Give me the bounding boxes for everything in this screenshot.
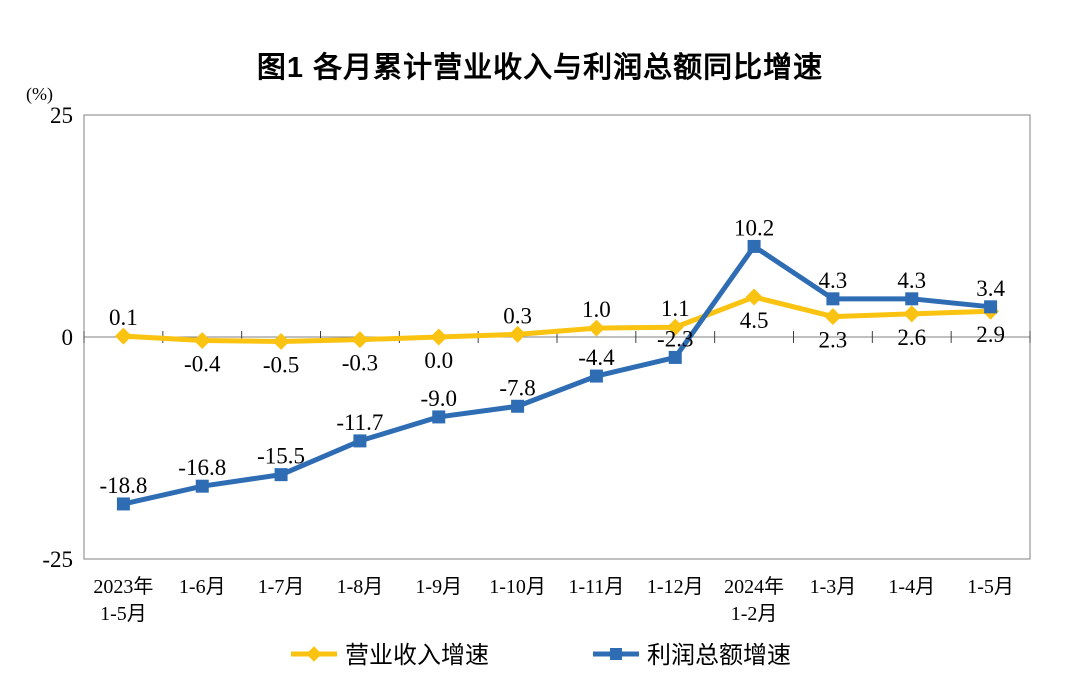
data-label: -0.3 — [342, 351, 378, 376]
x-axis-label: 1-4月 — [888, 576, 935, 598]
marker-square — [747, 239, 761, 253]
data-label: 4.3 — [819, 268, 848, 293]
data-label: -18.8 — [99, 473, 147, 498]
x-axis-label: 1-7月 — [258, 576, 305, 598]
x-axis-label-line: 1-4月 — [888, 576, 935, 598]
x-axis-label-line: 1-5月 — [967, 576, 1014, 598]
marker-diamond — [272, 332, 290, 350]
marker-square — [274, 468, 288, 482]
data-label: -16.8 — [178, 455, 226, 480]
x-axis-label: 1-6月 — [179, 576, 226, 598]
marker-diamond — [745, 288, 763, 306]
x-axis-label-line: 2024年 — [724, 575, 784, 598]
chart-title: 图1 各月累计营业收入与利润总额同比增速 — [256, 52, 824, 84]
x-axis-label: 1-3月 — [810, 576, 857, 598]
data-label: -0.4 — [184, 352, 221, 377]
x-axis-label: 2024年 1-2月 — [724, 575, 784, 625]
marker-diamond — [509, 325, 527, 343]
y-tick-label: 0 — [62, 325, 74, 350]
y-tick-label: -25 — [42, 547, 73, 572]
x-axis-label-line: 1-5月 — [100, 603, 147, 625]
legend-swatch-svg — [593, 647, 639, 660]
legend-marker-revenue-diamond — [289, 644, 339, 669]
data-label: -7.8 — [499, 375, 535, 400]
marker-square — [589, 369, 603, 383]
x-axis-label-line: 1-10月 — [489, 576, 546, 598]
data-label: 2.3 — [819, 328, 848, 353]
marker-diamond — [193, 332, 211, 350]
x-axis-label-line: 1-11月 — [568, 576, 624, 598]
x-axis-label-line: 1-9月 — [415, 576, 462, 598]
x-axis-label-line: 1-7月 — [258, 576, 305, 598]
legend: 营业收入增速 利润总额增速 — [0, 638, 1080, 674]
marker-diamond — [903, 305, 921, 323]
data-label: 4.3 — [897, 268, 926, 293]
x-axis-label: 1-8月 — [337, 576, 384, 598]
marker-diamond — [114, 327, 132, 345]
y-tick-label: 25 — [50, 103, 73, 128]
x-axis-label: 1-11月 — [568, 576, 624, 598]
data-label: 0.1 — [109, 305, 138, 330]
data-label: -0.5 — [263, 352, 299, 377]
x-axis-label-line: 2023年 — [93, 575, 153, 598]
legend-label-profit-growth: 利润总额增速 — [647, 643, 791, 669]
marker-diamond — [824, 308, 842, 326]
series-line-0 — [120, 294, 994, 344]
marker-square — [826, 292, 840, 306]
x-axis-label: 2023年 1-5月 — [93, 575, 153, 625]
marker-square — [984, 300, 998, 314]
legend-label-revenue-growth: 营业收入增速 — [345, 643, 489, 669]
x-axis-label-line: 1-3月 — [810, 576, 857, 598]
marker-square — [195, 479, 209, 493]
data-label: 4.5 — [740, 308, 769, 333]
x-axis-label-line: 1-6月 — [179, 576, 226, 598]
data-label: 0.3 — [503, 303, 532, 328]
data-label: -4.4 — [578, 345, 615, 370]
marker-square — [116, 497, 130, 511]
marker-diamond — [351, 331, 369, 349]
marker-square — [432, 410, 446, 424]
data-label: 3.4 — [976, 276, 1005, 301]
data-label: 10.2 — [734, 215, 774, 240]
x-axis-label: 1-12月 — [647, 576, 704, 598]
x-axis-label-line: 1-12月 — [647, 576, 704, 598]
marker-square — [353, 434, 367, 448]
marker-diamond — [666, 318, 684, 336]
data-label: -9.0 — [421, 386, 457, 411]
data-label: 2.9 — [976, 322, 1005, 347]
legend-marker-diamond — [306, 645, 322, 662]
legend-marker-square — [610, 647, 622, 660]
data-label: 1.1 — [661, 296, 690, 321]
data-label: 1.0 — [582, 297, 611, 322]
data-label: -11.7 — [336, 410, 383, 435]
legend-item-revenue-growth: 营业收入增速 — [289, 644, 489, 669]
x-axis-label: 1-5月 — [967, 576, 1014, 598]
marker-square — [511, 399, 525, 413]
data-label: 0.0 — [424, 348, 453, 373]
marker-square — [668, 350, 682, 364]
x-axis-label: 1-10月 — [489, 576, 546, 598]
legend-item-profit-growth: 利润总额增速 — [591, 644, 791, 669]
marker-diamond — [430, 328, 448, 346]
marker-square — [905, 292, 919, 306]
x-axis-label-line: 1-2月 — [731, 603, 778, 625]
legend-swatch-svg — [291, 645, 337, 662]
data-label: -15.5 — [257, 444, 305, 469]
data-label: 2.6 — [897, 325, 926, 350]
marker-diamond — [587, 319, 605, 337]
series-line-1 — [120, 243, 994, 507]
data-label: -2.3 — [657, 326, 693, 351]
x-axis-label: 1-9月 — [415, 576, 462, 598]
x-axis-label-line: 1-8月 — [337, 576, 384, 598]
y-axis-unit-label: (%) — [26, 84, 53, 104]
legend-marker-profit-square — [591, 644, 641, 669]
